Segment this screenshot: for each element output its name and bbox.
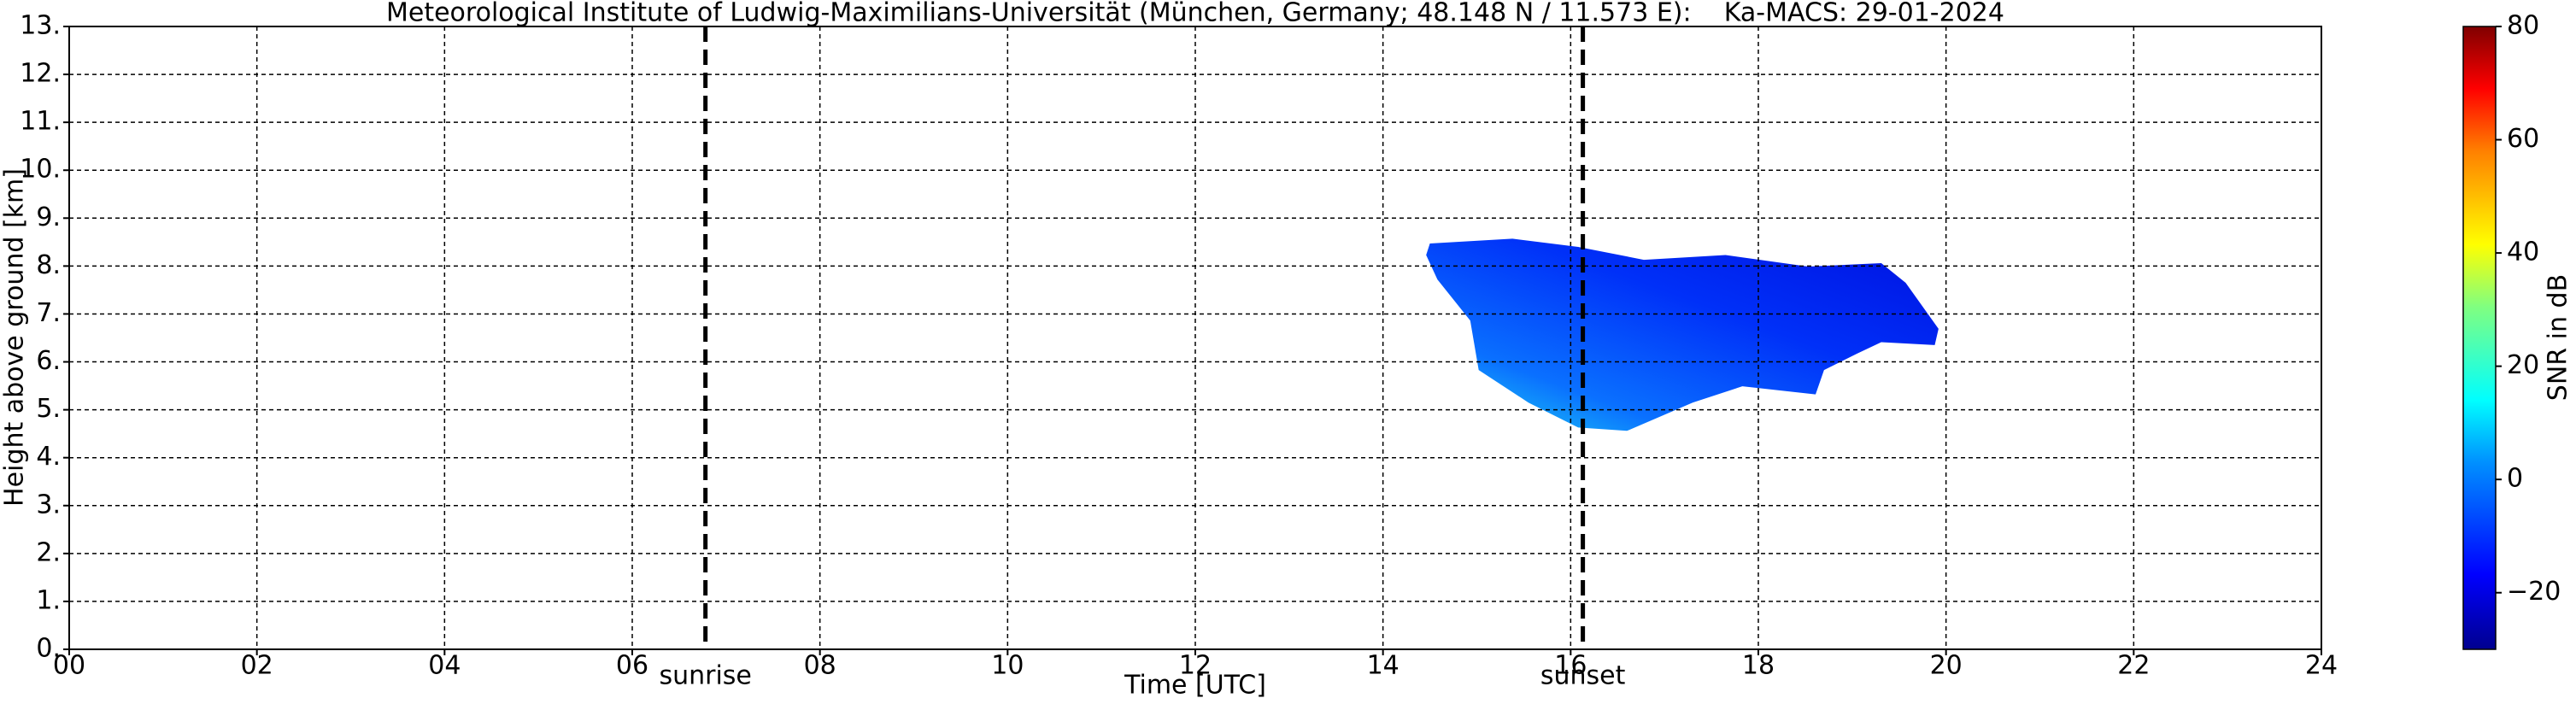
x-tick-label: 06 — [616, 651, 648, 681]
x-tick-label: 12 — [1179, 651, 1212, 681]
y-tick-label: 12. — [20, 59, 61, 89]
colorbar-label: SNR in dB — [2544, 274, 2573, 401]
colorbar-tick-label: 0 — [2507, 464, 2523, 494]
x-axis-label: Time [UTC] — [1124, 671, 1266, 701]
x-tick-label: 14 — [1367, 651, 1399, 681]
x-tick-label: 10 — [991, 651, 1024, 681]
colorbar — [2463, 26, 2496, 649]
y-tick-label: 6. — [36, 346, 61, 376]
colorbar-tick-label: 60 — [2507, 124, 2539, 154]
y-axis-label: Height above ground [km] — [0, 168, 30, 507]
y-tick-label: 9. — [36, 202, 61, 232]
annotation-label: sunset — [1540, 661, 1626, 691]
x-tick-label: 24 — [2305, 651, 2338, 681]
x-tick-label: 22 — [2117, 651, 2150, 681]
radar-echo — [1426, 238, 1939, 431]
x-tick-label: 00 — [53, 651, 85, 681]
y-tick-label: 7. — [36, 298, 61, 328]
colorbar-tick-label: −20 — [2507, 577, 2561, 607]
x-tick-label: 02 — [241, 651, 273, 681]
y-tick-label: 10. — [20, 155, 61, 185]
x-tick-label: 04 — [428, 651, 461, 681]
y-tick-label: 1. — [36, 585, 61, 615]
y-tick-label: 8. — [36, 250, 61, 280]
y-tick-label: 11. — [20, 107, 61, 137]
x-tick-label: 08 — [804, 651, 836, 681]
colorbar-frame — [2462, 26, 2497, 650]
y-tick-label: 5. — [36, 394, 61, 424]
colorbar-tick-label: 40 — [2507, 238, 2539, 267]
chart-title: Meteorological Institute of Ludwig-Maxim… — [386, 0, 2004, 28]
x-tick-label: 20 — [1930, 651, 1963, 681]
annotation-label: sunrise — [659, 661, 751, 691]
colorbar-tick-label: 20 — [2507, 350, 2539, 380]
colorbar-tick-label: 80 — [2507, 11, 2539, 41]
x-tick-label: 16 — [1554, 651, 1587, 681]
y-tick-label: 3. — [36, 490, 61, 519]
y-tick-label: 4. — [36, 442, 61, 472]
y-tick-label: 2. — [36, 537, 61, 567]
y-tick-label: 0. — [36, 634, 61, 664]
y-tick-label: 13. — [20, 11, 61, 41]
x-tick-label: 18 — [1742, 651, 1775, 681]
